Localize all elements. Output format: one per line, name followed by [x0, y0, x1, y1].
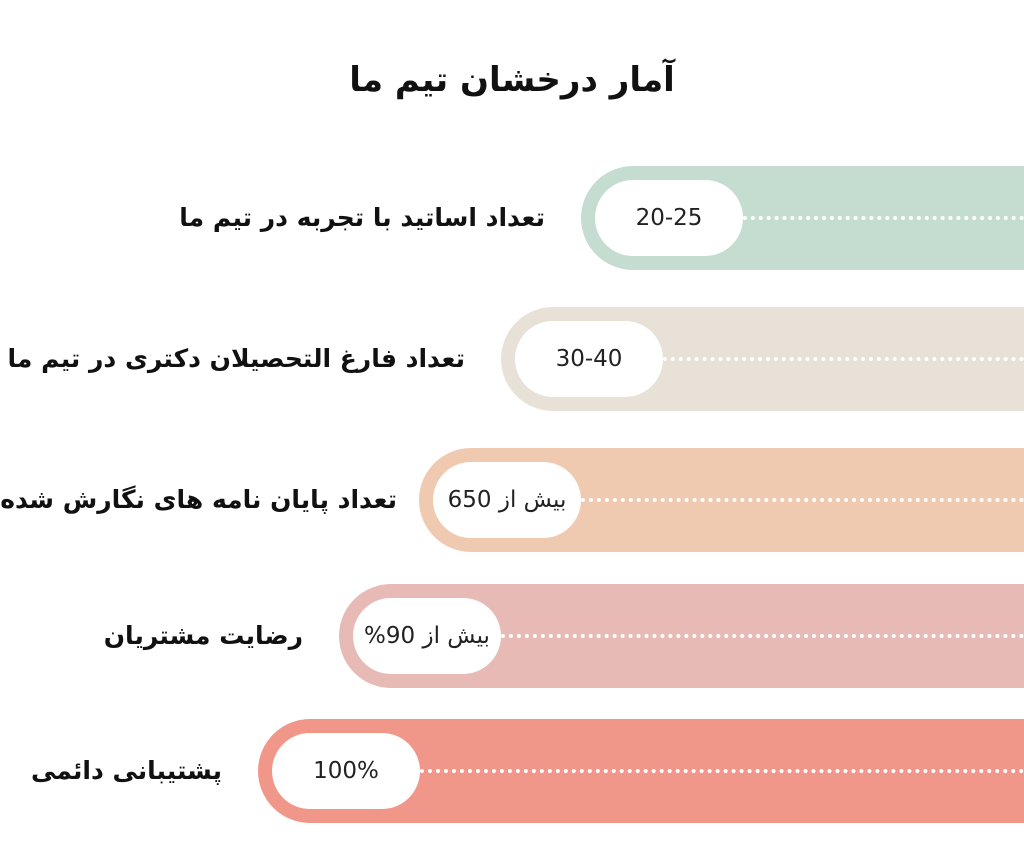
category-label-1: تعداد اساتید با تجربه در تیم ما	[179, 203, 545, 232]
category-label-2: تعداد فارغ التحصیلان دکتری در تیم ما	[7, 344, 465, 373]
value-pill-2: 30-40	[515, 321, 663, 397]
bar-1: 20-25	[581, 166, 1024, 270]
bar-3: بیش از 650	[419, 448, 1024, 552]
bar-2: 30-40	[501, 307, 1024, 411]
chart-title: آمار درخشان تیم ما	[349, 60, 675, 100]
bar-5: 100%	[258, 719, 1024, 823]
bar-4: بیش از 90%	[339, 584, 1024, 688]
category-label-3: تعداد پایان نامه های نگارش شده	[0, 485, 397, 514]
bar-dotted-line	[655, 357, 1024, 361]
value-pill-3: بیش از 650	[433, 462, 581, 538]
value-pill-4: بیش از 90%	[353, 598, 501, 674]
category-label-5: پشتیبانی دائمی	[30, 756, 222, 785]
category-label-4: رضایت مشتریان	[103, 621, 303, 650]
bar-dotted-line	[493, 634, 1024, 638]
bar-dotted-line	[573, 498, 1024, 502]
bar-dotted-line	[412, 769, 1024, 773]
value-pill-1: 20-25	[595, 180, 743, 256]
value-pill-5: 100%	[272, 733, 420, 809]
bar-dotted-line	[735, 216, 1024, 220]
